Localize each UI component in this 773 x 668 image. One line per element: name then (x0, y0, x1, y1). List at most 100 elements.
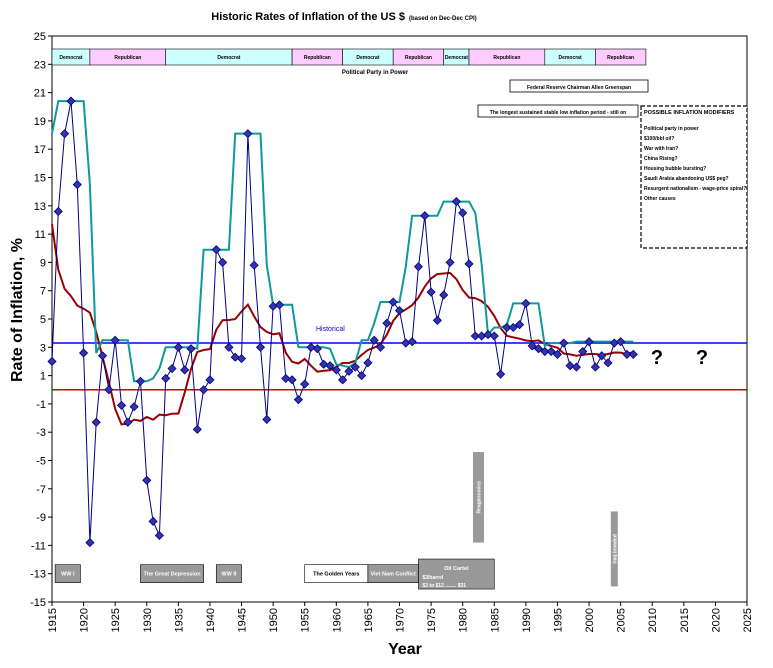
x-tick-label-1925: 1925 (110, 608, 122, 632)
chart-title: Historic Rates of Inflation of the US $ (211, 11, 405, 23)
y-tick-label-17: 17 (34, 144, 46, 156)
data-point-1993 (540, 346, 550, 357)
party-band-label-5: Republican (405, 55, 432, 61)
x-tick-label-2000: 2000 (584, 608, 596, 632)
data-point-1972 (407, 337, 417, 347)
data-point-1982 (470, 331, 480, 341)
data-point-1997 (565, 361, 575, 371)
x-axis: 1915 1920 1925 1930 1935 1940 1945 1950 1955 1960… (47, 602, 754, 632)
event-box-2 (215, 564, 242, 584)
data-point-1956 (306, 342, 316, 352)
data-point-1959 (325, 361, 335, 371)
data-point-1966 (369, 335, 379, 345)
y-axis-label: Rate of Inflation, % (9, 238, 26, 382)
x-tick-label-1915: 1915 (47, 608, 59, 632)
event-box-5 (418, 558, 495, 590)
data-point-1989 (514, 320, 525, 330)
data-point-1990 (521, 298, 531, 309)
y-tick-label--1: -1 (36, 399, 46, 411)
data-point-1937 (186, 344, 196, 354)
data-point-1963 (350, 362, 360, 372)
modifier-item-4: Housing bubble bursting? (644, 166, 706, 172)
x-tick-label-1945: 1945 (237, 608, 249, 632)
data-point-1974 (420, 211, 430, 221)
data-point-1969 (388, 297, 398, 307)
data-point-1935 (173, 342, 183, 352)
x-tick-label-1985: 1985 (489, 608, 501, 632)
data-point-1928 (129, 402, 139, 412)
data-point-1926 (116, 400, 127, 410)
y-tick-label--11: -11 (31, 540, 46, 552)
x-tick-label-1955: 1955 (300, 608, 312, 632)
svg-text:Federal Reserve Chairman Allen: Federal Reserve Chairman Allen Greenspan (527, 85, 631, 91)
data-point-1946 (243, 129, 253, 139)
y-tick-label--9: -9 (36, 512, 46, 524)
data-point-1996 (559, 338, 569, 348)
vertical-event-1 (610, 511, 618, 587)
modifier-item-2: War with Iran? (644, 146, 678, 152)
series-layer (47, 96, 638, 548)
data-point-1981 (464, 259, 474, 269)
party-band-label-9: Republican (607, 55, 634, 61)
x-tick-label-1950: 1950 (268, 608, 280, 632)
data-point-1924 (104, 385, 114, 395)
stable-period-note: The longest sustained stable low inflati… (477, 104, 639, 118)
x-tick-label-1960: 1960 (331, 608, 343, 632)
data-point-1991 (527, 341, 537, 351)
data-point-1930 (142, 475, 152, 485)
y-tick-label-11: 11 (35, 229, 46, 241)
x-tick-label-1930: 1930 (142, 608, 154, 632)
data-point-1939 (199, 385, 209, 395)
data-point-1941 (211, 245, 221, 255)
party-band-label-7: Republican (493, 55, 520, 61)
y-tick-label-9: 9 (40, 257, 46, 269)
data-point-1976 (432, 315, 442, 325)
data-point-1943 (224, 342, 234, 352)
data-point-1944 (230, 352, 240, 362)
envelope-line (51, 100, 634, 383)
events-layer: WW I The Great Depression WW II The Golden … (54, 452, 618, 590)
x-tick-label-1990: 1990 (521, 608, 533, 632)
data-point-1967 (375, 342, 386, 352)
x-tick-label-2005: 2005 (616, 608, 628, 632)
modifier-item-7: Other causes (644, 196, 676, 202)
data-point-1945 (236, 354, 247, 364)
event-label-4: Viet Nam Conflict (370, 572, 416, 578)
data-point-1938 (192, 424, 202, 434)
data-point-1984 (483, 329, 493, 340)
data-point-1995 (552, 349, 563, 359)
data-point-1985 (489, 331, 499, 341)
event-label-3: The Golden Years (313, 572, 359, 578)
data-point-1988 (508, 322, 518, 333)
svg-text:The longest sustained stable l: The longest sustained stable low inflati… (490, 110, 626, 116)
data-point-2003 (603, 358, 613, 368)
data-point-1933 (161, 373, 171, 383)
y-tick-label-19: 19 (34, 116, 46, 128)
data-point-1977 (439, 290, 449, 300)
data-point-1992 (533, 344, 544, 354)
data-point-1965 (363, 358, 373, 368)
party-band-label-8: Democrat (559, 55, 582, 61)
modifier-item-0: Political party in power (644, 126, 699, 132)
modifier-item-5: Saudi Arabia abandoning US$ peg? (644, 176, 729, 182)
data-point-1949 (262, 414, 272, 425)
y-tick-label--15: -15 (30, 597, 46, 609)
data-point-1961 (338, 375, 348, 385)
y-tick-label--3: -3 (36, 427, 46, 439)
data-point-1951 (274, 300, 285, 310)
x-tick-label-1965: 1965 (363, 608, 375, 632)
data-point-1968 (382, 318, 392, 328)
data-point-1919 (72, 180, 82, 190)
data-point-1927 (123, 417, 133, 427)
modifiers-box: POSSIBLE INFLATION MODIFIERS Political p… (640, 105, 748, 249)
chart-subtitle: (based on Dec-Dec CPI) (409, 16, 477, 22)
y-tick-label-7: 7 (40, 286, 46, 298)
plot-area (51, 35, 748, 603)
data-point-1942 (218, 257, 228, 267)
data-point-1920 (79, 348, 89, 358)
data-point-1978 (445, 257, 455, 267)
event-label-5: Oil Cartel (444, 566, 469, 572)
data-point-1994 (546, 346, 556, 357)
